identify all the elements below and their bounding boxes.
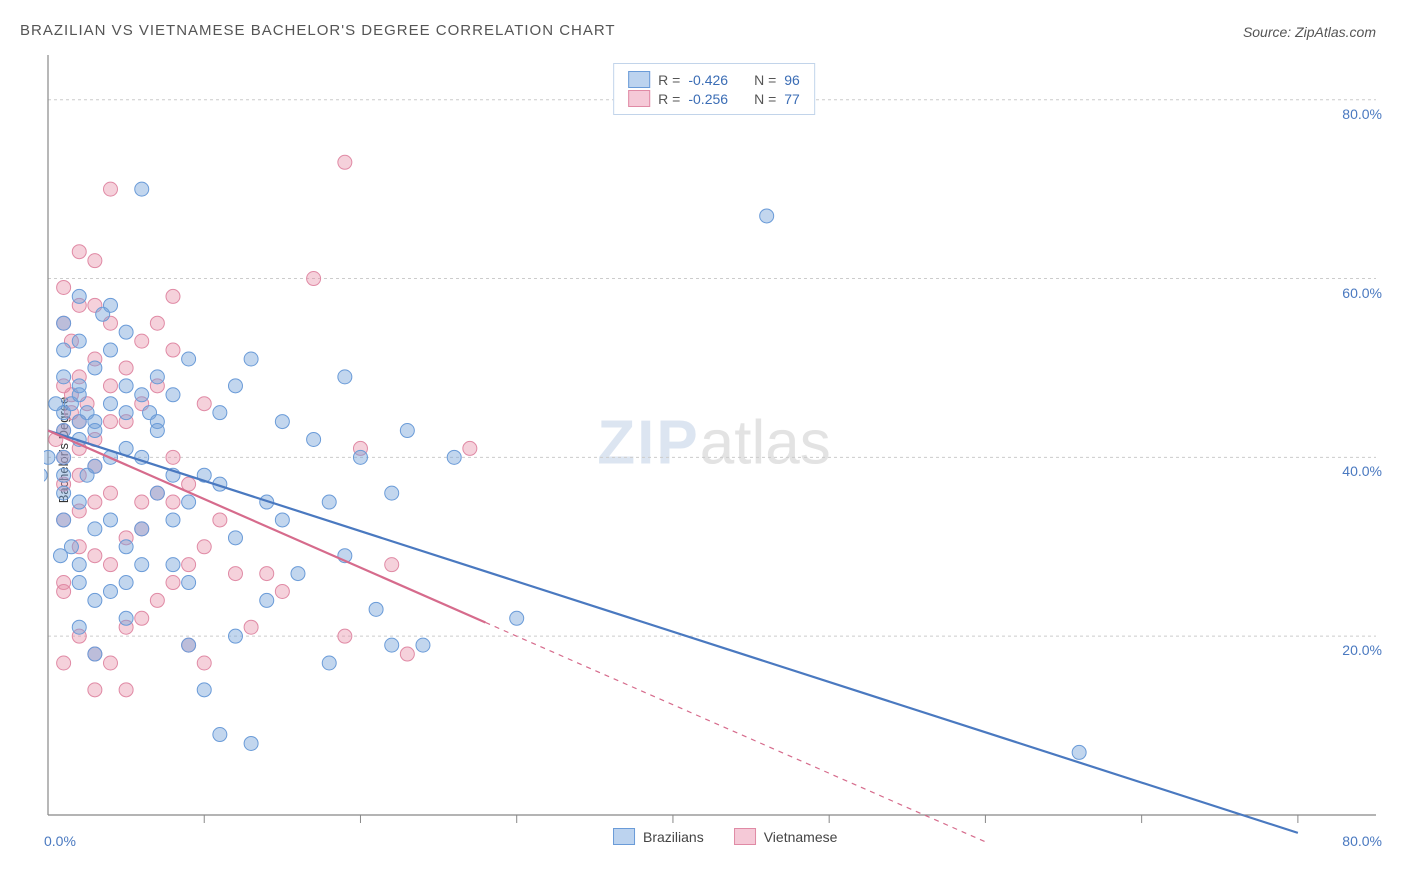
stat-row-brazilians: R = -0.426 N = 96 bbox=[628, 70, 800, 89]
x-origin-label: 0.0% bbox=[44, 833, 76, 849]
legend-item-brazilians[interactable]: Brazilians bbox=[613, 828, 704, 845]
x-end-label: 80.0% bbox=[1342, 833, 1382, 849]
legend-label-vietnamese: Vietnamese bbox=[764, 829, 838, 845]
y-tick-label: 80.0% bbox=[1342, 106, 1382, 122]
legend-label-brazilians: Brazilians bbox=[643, 829, 704, 845]
y-tick-label: 40.0% bbox=[1342, 463, 1382, 479]
r-value-brazilians: -0.426 bbox=[688, 72, 728, 88]
chart-title: BRAZILIAN VS VIETNAMESE BACHELOR'S DEGRE… bbox=[20, 22, 616, 39]
chart-container: BRAZILIAN VS VIETNAMESE BACHELOR'S DEGRE… bbox=[0, 0, 1406, 892]
stat-swatch-brazilians bbox=[628, 71, 650, 88]
y-tick-label: 20.0% bbox=[1342, 642, 1382, 658]
n-value-brazilians: 96 bbox=[784, 72, 800, 88]
legend-swatch-vietnamese bbox=[734, 828, 756, 845]
correlation-stats-box: R = -0.426 N = 96 R = -0.256 N = 77 bbox=[613, 63, 815, 115]
r-value-vietnamese: -0.256 bbox=[688, 91, 728, 107]
series-legend: Brazilians Vietnamese bbox=[613, 828, 837, 845]
legend-item-vietnamese[interactable]: Vietnamese bbox=[734, 828, 838, 845]
source-label: Source: ZipAtlas.com bbox=[1243, 24, 1376, 40]
n-value-vietnamese: 77 bbox=[784, 91, 800, 107]
stat-swatch-vietnamese bbox=[628, 90, 650, 107]
y-tick-label: 60.0% bbox=[1342, 285, 1382, 301]
stat-row-vietnamese: R = -0.256 N = 77 bbox=[628, 89, 800, 108]
legend-swatch-brazilians bbox=[613, 828, 635, 845]
chart-area: Bachelor's Degree ZIPatlas R = -0.426 N … bbox=[44, 55, 1384, 845]
scatter-plot-svg bbox=[44, 55, 1384, 845]
